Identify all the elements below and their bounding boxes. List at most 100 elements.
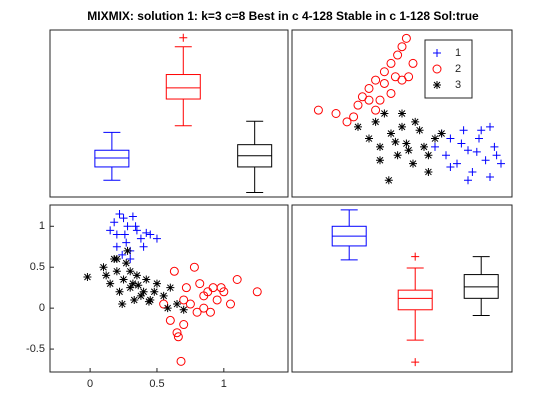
point xyxy=(142,275,151,284)
point xyxy=(123,246,132,255)
box xyxy=(165,74,201,100)
point xyxy=(342,117,352,127)
box xyxy=(397,289,433,311)
point xyxy=(122,259,131,268)
point xyxy=(384,176,393,185)
point xyxy=(179,320,189,330)
point xyxy=(195,279,205,289)
point xyxy=(411,117,420,126)
point xyxy=(387,129,395,138)
point xyxy=(408,58,418,68)
point xyxy=(165,315,175,325)
legend-box xyxy=(424,39,473,99)
legend-label: 2 xyxy=(455,63,461,75)
point xyxy=(364,83,374,93)
point xyxy=(119,214,128,223)
point xyxy=(118,250,127,259)
point xyxy=(132,226,141,235)
point xyxy=(420,142,428,151)
point xyxy=(397,42,407,52)
point xyxy=(371,75,381,85)
point xyxy=(179,295,189,305)
point xyxy=(144,297,153,306)
point xyxy=(189,262,199,272)
axes xyxy=(291,204,513,373)
point xyxy=(401,33,411,43)
point xyxy=(386,58,396,68)
point xyxy=(150,287,159,296)
point xyxy=(130,295,139,304)
point xyxy=(126,283,135,292)
legend-marker xyxy=(433,49,441,57)
point xyxy=(376,142,384,151)
point xyxy=(481,156,490,165)
point xyxy=(212,295,222,305)
point xyxy=(120,230,129,239)
point xyxy=(106,279,115,288)
point xyxy=(379,78,389,88)
point xyxy=(216,283,226,293)
point xyxy=(152,279,161,288)
point xyxy=(442,151,450,160)
legend-marker xyxy=(432,64,442,74)
point xyxy=(112,255,121,264)
point xyxy=(132,271,141,280)
point xyxy=(112,242,121,251)
point xyxy=(393,50,403,60)
point xyxy=(205,307,215,317)
point xyxy=(126,255,135,264)
point xyxy=(376,156,384,165)
point xyxy=(136,291,145,300)
y-tick-label: 0 xyxy=(39,302,45,314)
point xyxy=(492,151,501,160)
point xyxy=(457,139,466,148)
point xyxy=(173,300,182,309)
figure-title: MIXMIX: solution 1: k=3 c=8 Best in c 4-… xyxy=(87,9,479,23)
point xyxy=(159,299,169,309)
point xyxy=(123,222,132,231)
legend-label: 1 xyxy=(455,47,461,59)
point xyxy=(232,274,242,284)
point xyxy=(453,159,461,168)
point xyxy=(365,134,373,143)
point xyxy=(119,275,128,284)
point xyxy=(424,151,433,160)
point xyxy=(112,267,121,276)
point xyxy=(139,287,148,296)
point xyxy=(115,210,124,219)
point xyxy=(163,304,172,313)
outlier xyxy=(411,252,420,261)
point xyxy=(486,122,494,131)
outlier xyxy=(179,33,188,42)
point xyxy=(354,122,362,131)
point xyxy=(475,134,483,143)
point xyxy=(122,238,131,247)
point xyxy=(181,283,191,293)
point xyxy=(464,176,472,185)
point xyxy=(118,300,127,309)
point xyxy=(375,95,385,105)
point xyxy=(110,218,119,227)
point xyxy=(379,67,389,77)
point xyxy=(152,234,161,243)
point xyxy=(398,122,406,131)
point xyxy=(477,126,486,135)
point xyxy=(402,139,411,148)
point xyxy=(83,273,92,282)
point xyxy=(136,234,145,243)
point xyxy=(159,291,168,300)
point xyxy=(404,146,413,155)
point xyxy=(446,134,455,143)
point xyxy=(431,142,439,151)
point xyxy=(185,299,195,309)
point xyxy=(497,159,505,168)
point xyxy=(409,159,417,168)
point xyxy=(142,228,151,237)
point xyxy=(128,212,137,221)
point xyxy=(102,271,111,280)
point xyxy=(313,105,323,115)
point xyxy=(386,88,396,98)
point xyxy=(490,142,499,151)
point xyxy=(380,109,389,118)
